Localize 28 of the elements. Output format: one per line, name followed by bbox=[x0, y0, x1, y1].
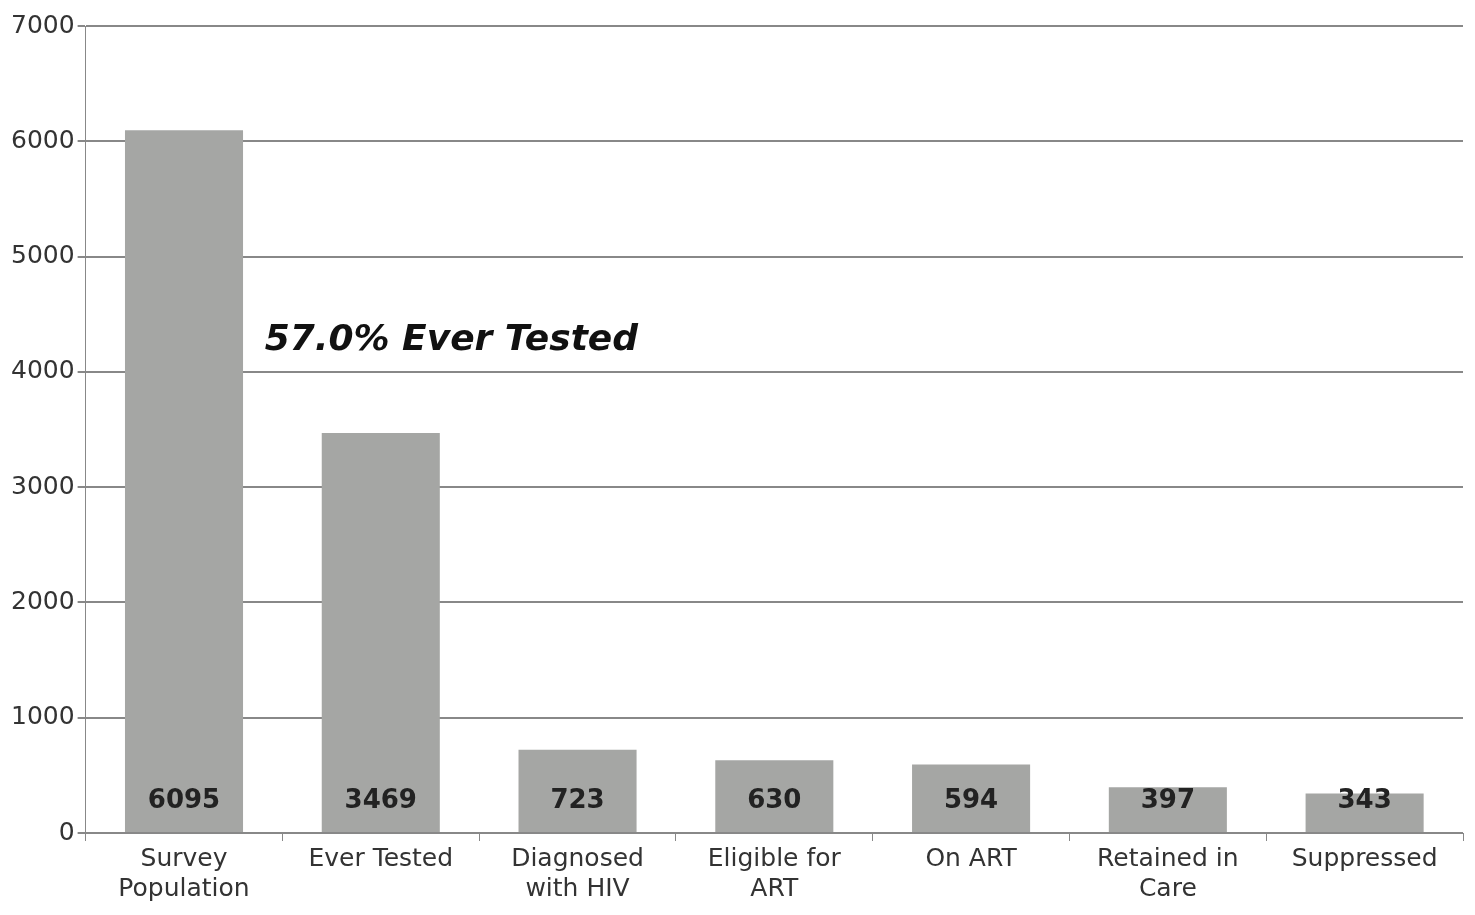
y-tick-label: 5000 bbox=[11, 240, 75, 270]
y-tick-label: 1000 bbox=[11, 701, 75, 731]
x-tick-label: On ART bbox=[925, 842, 1018, 872]
x-tick-label: Ever Tested bbox=[308, 842, 454, 872]
data-label: 3469 bbox=[344, 783, 417, 814]
y-tick-label: 7000 bbox=[11, 9, 75, 39]
bar bbox=[912, 764, 1031, 832]
data-label: 6095 bbox=[147, 783, 221, 814]
data-label: 343 bbox=[1337, 783, 1392, 814]
bar bbox=[518, 749, 637, 832]
data-label: 594 bbox=[943, 783, 999, 814]
y-tick-label: 6000 bbox=[11, 124, 75, 154]
bar bbox=[124, 130, 244, 832]
annotation: 57.0% Ever Tested bbox=[264, 317, 640, 359]
x-tick-label: Eligible for ART bbox=[707, 842, 842, 902]
y-tick-label: 4000 bbox=[11, 355, 75, 385]
x-tick-label: Suppressed bbox=[1291, 842, 1438, 872]
x-tick-label: Diagnosed with HIV bbox=[511, 842, 644, 902]
x-tick-label: Survey Population bbox=[118, 842, 250, 902]
bar bbox=[715, 760, 834, 832]
data-label: 723 bbox=[550, 783, 605, 814]
y-tick-label: 2000 bbox=[11, 585, 75, 615]
x-tick-label: Retained in Care bbox=[1097, 842, 1239, 902]
data-label: 630 bbox=[747, 783, 802, 814]
bar bbox=[321, 433, 440, 832]
y-tick-label: 0 bbox=[58, 816, 75, 846]
data-label: 397 bbox=[1140, 783, 1195, 814]
y-tick-label: 3000 bbox=[11, 470, 75, 500]
